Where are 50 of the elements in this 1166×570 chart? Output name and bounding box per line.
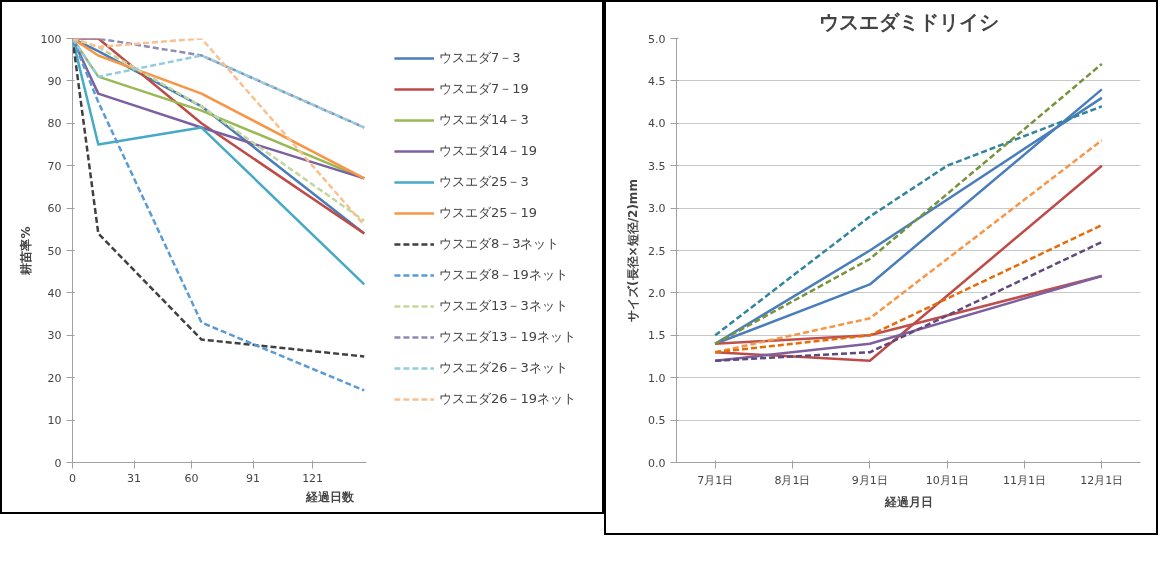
legend-label: ウスエダ8－3ネット xyxy=(438,235,560,253)
x-tick-label: 60 xyxy=(184,471,199,485)
y-tick-label: 80 xyxy=(47,117,62,131)
y-tick-label: 1.0 xyxy=(648,371,666,385)
y-tick-label: 3.5 xyxy=(648,159,666,173)
y-tick-label: 30 xyxy=(47,329,62,343)
legend-label: ウスエダ13－3ネット xyxy=(438,297,568,315)
chart-title: ウスエダミドリイシ xyxy=(818,9,999,34)
y-tick-label: 0.0 xyxy=(648,456,666,470)
y-tick-label: 50 xyxy=(47,244,62,258)
y-tick-label: 60 xyxy=(47,202,62,216)
y-tick-label: 4.5 xyxy=(648,74,666,88)
y-tick-label: 90 xyxy=(47,74,62,88)
y-axis-title: 耕苗率% xyxy=(18,226,33,276)
y-tick-label: 20 xyxy=(47,371,62,385)
y-tick-label: 100 xyxy=(40,32,62,46)
legend-label: ウスエダ7－3 xyxy=(438,49,521,67)
x-tick-label: 8月1日 xyxy=(774,473,811,487)
x-tick-label: 10月1日 xyxy=(925,473,969,487)
x-tick-label: 7月1日 xyxy=(697,473,734,487)
x-tick-label: 91 xyxy=(246,471,261,485)
legend-label: ウスエダ26－19ネット xyxy=(438,390,576,408)
y-tick-label: 0 xyxy=(54,456,62,470)
y-tick-label: 5.0 xyxy=(648,32,666,46)
x-tick-label: 12月1日 xyxy=(1080,473,1124,487)
x-axis-title: 経過月日 xyxy=(883,494,933,509)
x-tick-label: 9月1日 xyxy=(851,473,888,487)
x-tick-label: 121 xyxy=(302,471,324,485)
x-tick-label: 11月1日 xyxy=(1003,473,1046,487)
x-tick-label: 31 xyxy=(127,471,142,485)
legend-label: ウスエダ26－3ネット xyxy=(438,359,568,377)
y-tick-label: 1.5 xyxy=(648,329,666,343)
y-tick-label: 70 xyxy=(47,159,62,173)
y-axis-title: サイズ(長径×短径/2)mm xyxy=(626,179,641,322)
y-tick-label: 2.5 xyxy=(648,244,666,258)
y-tick-label: 40 xyxy=(47,286,62,300)
y-tick-label: 2.0 xyxy=(648,286,666,300)
y-tick-label: 4.0 xyxy=(648,117,666,131)
x-axis-title: 経過日数 xyxy=(304,489,355,504)
y-tick-label: 10 xyxy=(47,414,62,428)
x-tick-label: 0 xyxy=(69,471,76,485)
legend-label: ウスエダ25－19 xyxy=(438,204,537,222)
legend-label: ウスエダ14－3 xyxy=(438,111,529,129)
y-tick-label: 3.0 xyxy=(648,202,666,216)
legend-label: ウスエダ8－19ネット xyxy=(438,266,568,284)
y-tick-label: 0.5 xyxy=(648,414,666,428)
legend-label: ウスエダ13－19ネット xyxy=(438,328,576,346)
legend-label: ウスエダ7－19 xyxy=(438,80,529,98)
legend-label: ウスエダ25－3 xyxy=(438,173,529,191)
legend-label: ウスエダ14－19 xyxy=(438,142,537,160)
